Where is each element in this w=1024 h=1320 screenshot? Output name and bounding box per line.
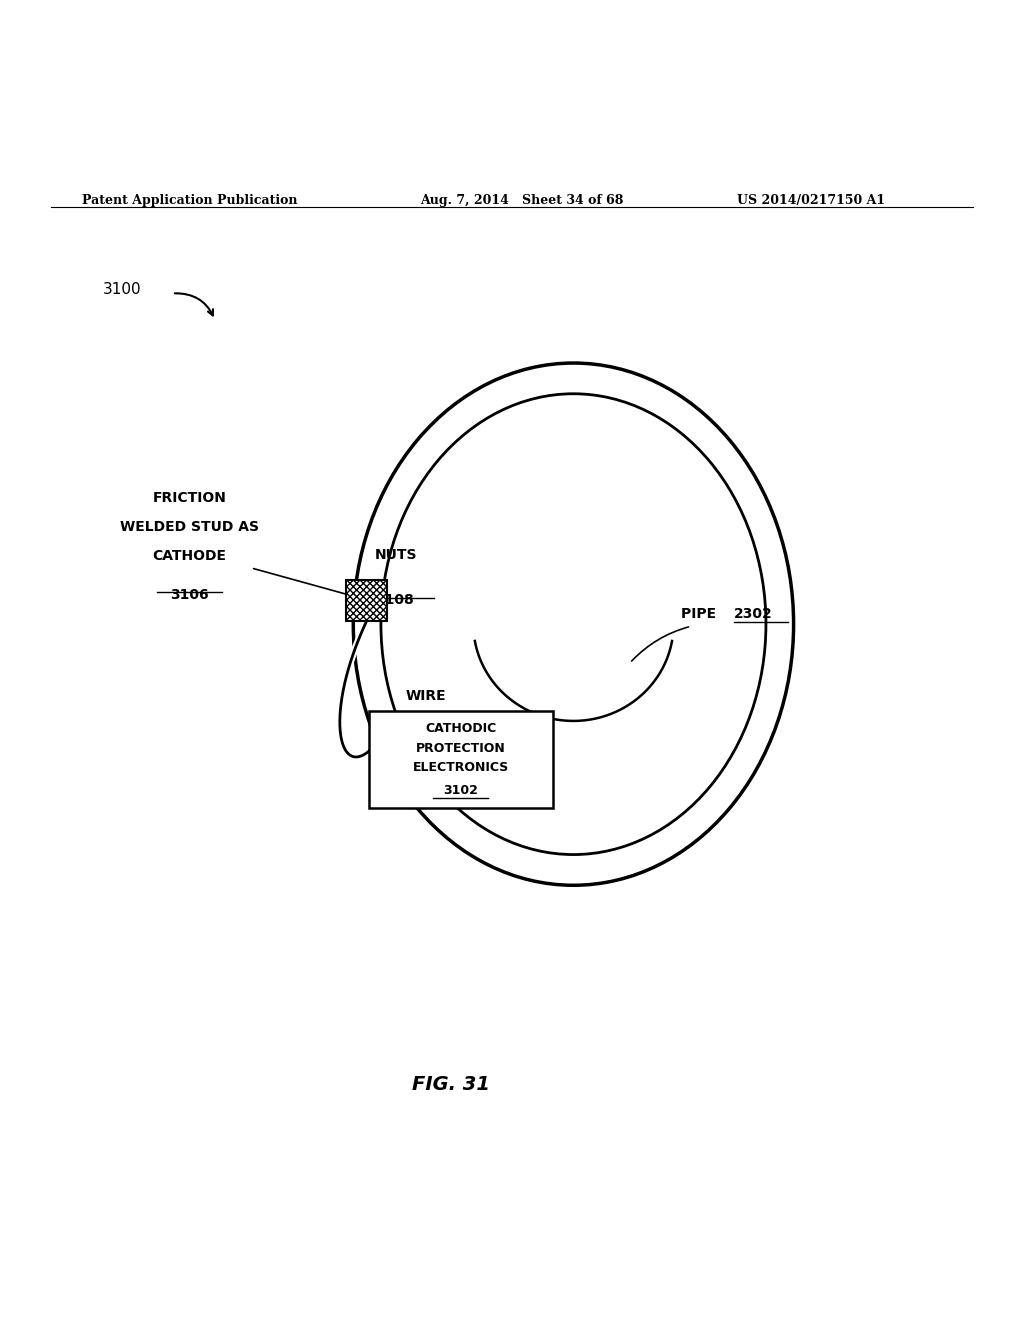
Text: Aug. 7, 2014   Sheet 34 of 68: Aug. 7, 2014 Sheet 34 of 68 bbox=[420, 194, 624, 207]
Text: US 2014/0217150 A1: US 2014/0217150 A1 bbox=[737, 194, 886, 207]
Text: Patent Application Publication: Patent Application Publication bbox=[82, 194, 297, 207]
Text: 3100: 3100 bbox=[102, 281, 141, 297]
Bar bbox=[369, 711, 553, 808]
Text: CATHODE: CATHODE bbox=[153, 549, 226, 562]
Text: NUTS: NUTS bbox=[375, 548, 418, 562]
Text: ELECTRONICS: ELECTRONICS bbox=[413, 762, 509, 774]
Text: PROTECTION: PROTECTION bbox=[416, 742, 506, 755]
Text: FRICTION: FRICTION bbox=[153, 491, 226, 506]
Text: WIRE: WIRE bbox=[406, 689, 446, 704]
Bar bbox=[346, 579, 387, 622]
Text: PIPE: PIPE bbox=[681, 607, 721, 620]
Text: 3106: 3106 bbox=[170, 589, 209, 602]
Text: 3108: 3108 bbox=[375, 594, 414, 607]
Text: 3104: 3104 bbox=[406, 726, 444, 741]
Text: CATHODIC: CATHODIC bbox=[425, 722, 497, 735]
Text: WELDED STUD AS: WELDED STUD AS bbox=[120, 520, 259, 535]
Text: FIG. 31: FIG. 31 bbox=[412, 1076, 489, 1094]
Text: 2302: 2302 bbox=[734, 607, 773, 620]
Text: 3102: 3102 bbox=[443, 784, 478, 797]
